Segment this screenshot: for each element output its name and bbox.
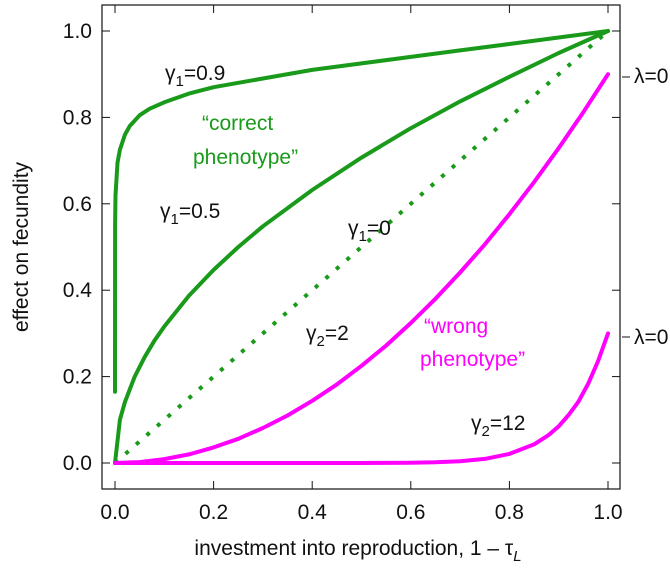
annotation-wrong2: phenotype” xyxy=(420,348,525,371)
x-tick-label: 0.4 xyxy=(298,501,328,524)
annotation-g2_2: γ2=2 xyxy=(306,322,349,350)
x-axis-label: investment into reproduction, 1 – τL xyxy=(194,537,521,565)
x-tick-label: 1.0 xyxy=(593,501,622,524)
y-tick-label: 0.6 xyxy=(63,193,92,216)
x-tick-label: 0.2 xyxy=(199,501,228,524)
annotation-g1_0: γ1=0 xyxy=(348,217,391,245)
y-axis-label: effect on fecundity xyxy=(10,161,33,332)
annotation-correct2: phenotype” xyxy=(193,146,298,169)
series-line-3 xyxy=(113,72,610,465)
y-tick-label: 0.2 xyxy=(63,366,92,389)
plot-frame xyxy=(101,4,621,490)
x-tick-label: 0.6 xyxy=(396,501,425,524)
annotation-g1_09: γ1=0.9 xyxy=(165,62,225,90)
x-tick-label: 0.8 xyxy=(495,501,524,524)
y-tick-label: 0.8 xyxy=(63,106,92,129)
annotation-wrong1: “wrong xyxy=(424,315,488,338)
annotation-g2_12: γ2=12 xyxy=(471,412,525,440)
x-tick-label: 0.0 xyxy=(100,501,129,524)
series-line-2 xyxy=(113,29,610,465)
y-tick-label: 1.0 xyxy=(63,20,92,43)
annotation-lam03: λ=0.3 xyxy=(634,326,670,349)
x-axis-label-main: investment into reproduction, 1 – τ xyxy=(194,537,514,560)
series-line-4 xyxy=(113,331,610,465)
annotation-g1_05: γ1=0.5 xyxy=(160,200,220,228)
annotation-lam09: λ=0.9 xyxy=(634,65,670,88)
y-tick-label: 0.4 xyxy=(63,279,93,302)
x-axis-label-subscript: L xyxy=(513,548,521,565)
y-tick-label: 0.0 xyxy=(63,452,92,475)
annotation-correct1: “correct xyxy=(202,112,273,135)
series-line-0 xyxy=(113,29,610,394)
series-line-1 xyxy=(113,29,610,465)
